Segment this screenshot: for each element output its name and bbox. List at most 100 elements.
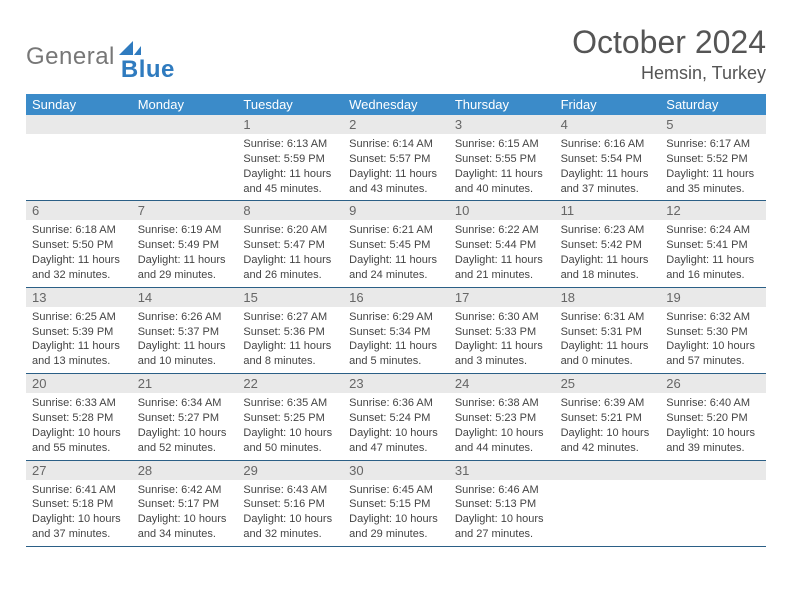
calendar-day: 10Sunrise: 6:22 AMSunset: 5:44 PMDayligh… [449,201,555,286]
day-number: 9 [343,201,449,220]
day-number: 14 [132,288,238,307]
sunset-line: Sunset: 5:16 PM [243,497,337,512]
sunrise-line: Sunrise: 6:40 AM [666,396,760,411]
sunrise-line: Sunrise: 6:38 AM [455,396,549,411]
logo-text-general: General [26,43,115,71]
day-number: 22 [237,374,343,393]
calendar-day: 20Sunrise: 6:33 AMSunset: 5:28 PMDayligh… [26,374,132,459]
sunset-line: Sunset: 5:59 PM [243,152,337,167]
day-details: Sunrise: 6:15 AMSunset: 5:55 PMDaylight:… [449,134,555,200]
location-label: Hemsin, Turkey [572,63,766,84]
day-details: Sunrise: 6:19 AMSunset: 5:49 PMDaylight:… [132,220,238,286]
day-details: Sunrise: 6:16 AMSunset: 5:54 PMDaylight:… [555,134,661,200]
sunrise-line: Sunrise: 6:24 AM [666,223,760,238]
calendar-day: 6Sunrise: 6:18 AMSunset: 5:50 PMDaylight… [26,201,132,286]
sunset-line: Sunset: 5:24 PM [349,411,443,426]
daylight-line: Daylight: 11 hours and 5 minutes. [349,339,443,369]
sunrise-line: Sunrise: 6:26 AM [138,310,232,325]
sunset-line: Sunset: 5:47 PM [243,238,337,253]
daylight-line: Daylight: 11 hours and 32 minutes. [32,253,126,283]
sunrise-line: Sunrise: 6:29 AM [349,310,443,325]
logo-text-blue: Blue [121,56,175,84]
day-details: Sunrise: 6:40 AMSunset: 5:20 PMDaylight:… [660,393,766,459]
calendar-day: 1Sunrise: 6:13 AMSunset: 5:59 PMDaylight… [237,115,343,200]
sunrise-line: Sunrise: 6:20 AM [243,223,337,238]
calendar-day: 23Sunrise: 6:36 AMSunset: 5:24 PMDayligh… [343,374,449,459]
calendar-day: 3Sunrise: 6:15 AMSunset: 5:55 PMDaylight… [449,115,555,200]
sunrise-line: Sunrise: 6:39 AM [561,396,655,411]
daylight-line: Daylight: 11 hours and 24 minutes. [349,253,443,283]
day-details [660,480,766,487]
day-number: 7 [132,201,238,220]
calendar-day: 8Sunrise: 6:20 AMSunset: 5:47 PMDaylight… [237,201,343,286]
daylight-line: Daylight: 11 hours and 45 minutes. [243,167,337,197]
calendar-day: 4Sunrise: 6:16 AMSunset: 5:54 PMDaylight… [555,115,661,200]
dow-friday: Friday [555,94,661,115]
day-details [26,134,132,141]
logo: General Blue [26,24,175,84]
day-number: 31 [449,461,555,480]
calendar-day: 9Sunrise: 6:21 AMSunset: 5:45 PMDaylight… [343,201,449,286]
daylight-line: Daylight: 10 hours and 44 minutes. [455,426,549,456]
day-number: 12 [660,201,766,220]
day-details: Sunrise: 6:23 AMSunset: 5:42 PMDaylight:… [555,220,661,286]
day-number: 25 [555,374,661,393]
day-number: 24 [449,374,555,393]
daylight-line: Daylight: 11 hours and 8 minutes. [243,339,337,369]
sunrise-line: Sunrise: 6:22 AM [455,223,549,238]
dow-sunday: Sunday [26,94,132,115]
sunrise-line: Sunrise: 6:21 AM [349,223,443,238]
calendar-day: 29Sunrise: 6:43 AMSunset: 5:16 PMDayligh… [237,461,343,546]
sunset-line: Sunset: 5:33 PM [455,325,549,340]
title-block: October 2024 Hemsin, Turkey [572,24,766,84]
calendar-day: 21Sunrise: 6:34 AMSunset: 5:27 PMDayligh… [132,374,238,459]
day-number: 18 [555,288,661,307]
day-details [555,480,661,487]
sunset-line: Sunset: 5:37 PM [138,325,232,340]
day-details: Sunrise: 6:20 AMSunset: 5:47 PMDaylight:… [237,220,343,286]
calendar-day [660,461,766,546]
sunrise-line: Sunrise: 6:32 AM [666,310,760,325]
sunrise-line: Sunrise: 6:45 AM [349,483,443,498]
dow-thursday: Thursday [449,94,555,115]
day-details: Sunrise: 6:14 AMSunset: 5:57 PMDaylight:… [343,134,449,200]
sunrise-line: Sunrise: 6:30 AM [455,310,549,325]
day-number: 23 [343,374,449,393]
day-details: Sunrise: 6:18 AMSunset: 5:50 PMDaylight:… [26,220,132,286]
sunset-line: Sunset: 5:57 PM [349,152,443,167]
day-details: Sunrise: 6:26 AMSunset: 5:37 PMDaylight:… [132,307,238,373]
sunset-line: Sunset: 5:55 PM [455,152,549,167]
sunset-line: Sunset: 5:31 PM [561,325,655,340]
sunset-line: Sunset: 5:36 PM [243,325,337,340]
calendar-day [132,115,238,200]
day-details: Sunrise: 6:13 AMSunset: 5:59 PMDaylight:… [237,134,343,200]
calendar-grid: Sunday Monday Tuesday Wednesday Thursday… [26,94,766,547]
calendar-day: 27Sunrise: 6:41 AMSunset: 5:18 PMDayligh… [26,461,132,546]
calendar-week: 1Sunrise: 6:13 AMSunset: 5:59 PMDaylight… [26,115,766,201]
day-details: Sunrise: 6:21 AMSunset: 5:45 PMDaylight:… [343,220,449,286]
calendar-day: 11Sunrise: 6:23 AMSunset: 5:42 PMDayligh… [555,201,661,286]
day-number: 21 [132,374,238,393]
day-number: 15 [237,288,343,307]
daylight-line: Daylight: 10 hours and 34 minutes. [138,512,232,542]
sunrise-line: Sunrise: 6:14 AM [349,137,443,152]
day-details: Sunrise: 6:31 AMSunset: 5:31 PMDaylight:… [555,307,661,373]
day-details: Sunrise: 6:25 AMSunset: 5:39 PMDaylight:… [26,307,132,373]
day-details: Sunrise: 6:24 AMSunset: 5:41 PMDaylight:… [660,220,766,286]
daylight-line: Daylight: 11 hours and 43 minutes. [349,167,443,197]
calendar-day: 7Sunrise: 6:19 AMSunset: 5:49 PMDaylight… [132,201,238,286]
day-details: Sunrise: 6:32 AMSunset: 5:30 PMDaylight:… [660,307,766,373]
sunrise-line: Sunrise: 6:25 AM [32,310,126,325]
daylight-line: Daylight: 11 hours and 35 minutes. [666,167,760,197]
dow-saturday: Saturday [660,94,766,115]
sunset-line: Sunset: 5:54 PM [561,152,655,167]
day-details: Sunrise: 6:33 AMSunset: 5:28 PMDaylight:… [26,393,132,459]
header: General Blue October 2024 Hemsin, Turkey [26,24,766,84]
daylight-line: Daylight: 10 hours and 32 minutes. [243,512,337,542]
sunrise-line: Sunrise: 6:27 AM [243,310,337,325]
day-number [555,461,661,480]
calendar-day: 31Sunrise: 6:46 AMSunset: 5:13 PMDayligh… [449,461,555,546]
calendar-week: 13Sunrise: 6:25 AMSunset: 5:39 PMDayligh… [26,288,766,374]
day-details: Sunrise: 6:42 AMSunset: 5:17 PMDaylight:… [132,480,238,546]
sunrise-line: Sunrise: 6:13 AM [243,137,337,152]
